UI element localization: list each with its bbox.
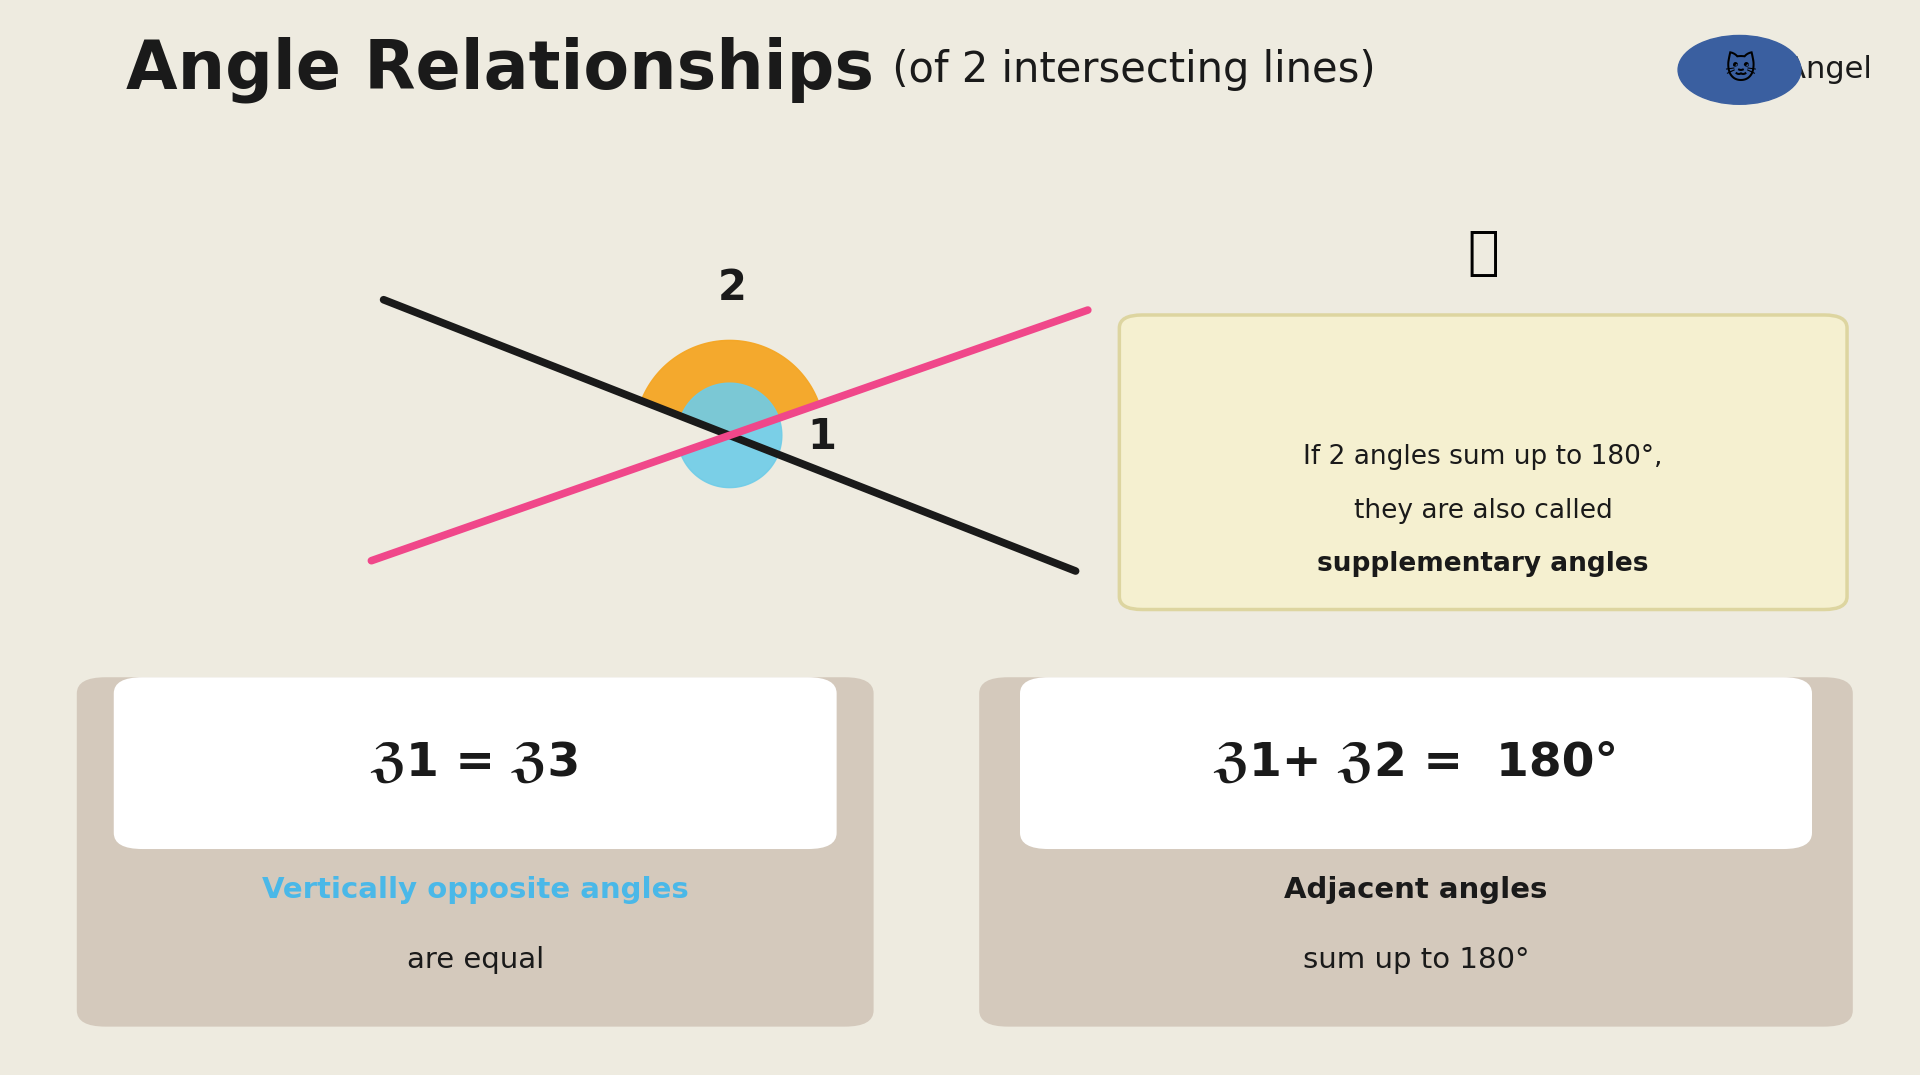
Text: sum up to 180°: sum up to 180° (1304, 946, 1528, 974)
Text: 🐱: 🐱 (1724, 55, 1755, 85)
Text: 2: 2 (718, 268, 747, 310)
Polygon shape (680, 383, 781, 488)
FancyBboxPatch shape (113, 677, 837, 849)
Text: Adjacent angles: Adjacent angles (1284, 876, 1548, 904)
Text: 🐝: 🐝 (1467, 228, 1500, 280)
Text: ℨ1 = ℨ3: ℨ1 = ℨ3 (371, 741, 580, 786)
Text: 1: 1 (806, 416, 837, 458)
FancyBboxPatch shape (1119, 315, 1847, 610)
FancyBboxPatch shape (77, 677, 874, 1027)
Text: are equal: are equal (407, 946, 543, 974)
Polygon shape (641, 341, 820, 435)
Text: Maths Angel: Maths Angel (1684, 56, 1872, 84)
FancyBboxPatch shape (979, 677, 1853, 1027)
Text: Vertically opposite angles: Vertically opposite angles (261, 876, 689, 904)
FancyBboxPatch shape (1020, 677, 1812, 849)
Text: ℨ1+ ℨ2 =  180°: ℨ1+ ℨ2 = 180° (1213, 741, 1619, 786)
Text: supplementary angles: supplementary angles (1317, 551, 1649, 577)
Text: If 2 angles sum up to 180°,: If 2 angles sum up to 180°, (1304, 444, 1663, 470)
Text: Angle Relationships: Angle Relationships (125, 37, 874, 103)
Text: they are also called: they are also called (1354, 498, 1613, 524)
Text: (of 2 intersecting lines): (of 2 intersecting lines) (879, 48, 1377, 91)
Circle shape (1678, 35, 1801, 104)
